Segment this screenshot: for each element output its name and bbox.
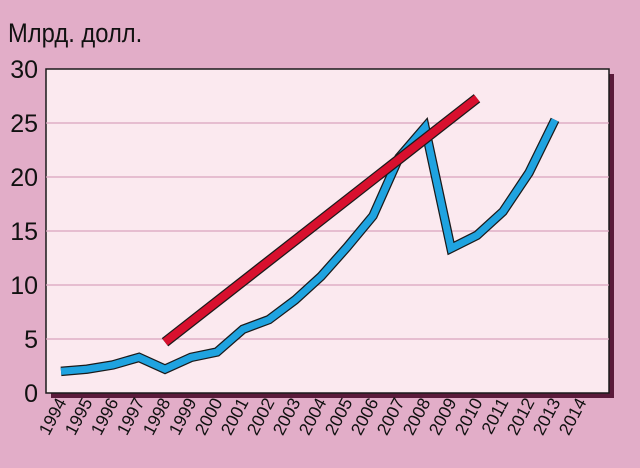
- y-tick-label-5: 5: [24, 326, 38, 354]
- y-tick-label-10: 10: [10, 272, 38, 300]
- y-tick-label-0: 0: [24, 380, 38, 408]
- y-tick-label-15: 15: [10, 218, 38, 246]
- y-tick-label-30: 30: [10, 56, 38, 84]
- series-trend-line: [162, 95, 480, 346]
- y-tick-label-20: 20: [10, 164, 38, 192]
- y-tick-label-25: 25: [10, 110, 38, 138]
- series-actual-line: [60, 118, 559, 375]
- x-tick-label-2014: 2014: [555, 394, 591, 438]
- y-axis-label: Млрд. долл.: [8, 18, 143, 48]
- x-tick-label-2010: 2010: [451, 394, 487, 438]
